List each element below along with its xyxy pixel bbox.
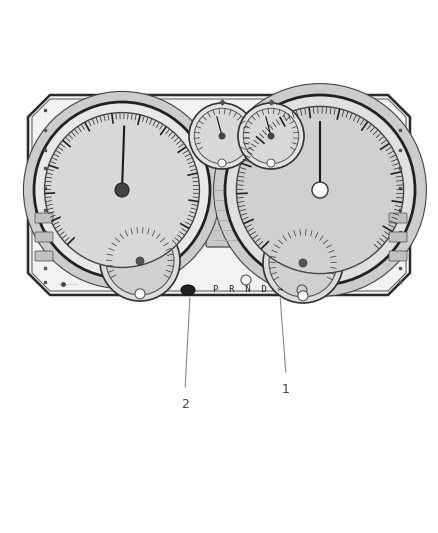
Ellipse shape [243,108,299,164]
Ellipse shape [34,102,210,278]
Ellipse shape [269,229,337,297]
Ellipse shape [214,84,427,296]
Circle shape [298,291,308,301]
FancyBboxPatch shape [389,232,407,242]
Text: P  R  N  D  ↣: P R N D ↣ [213,286,283,295]
Ellipse shape [237,107,403,273]
Ellipse shape [24,92,221,288]
Ellipse shape [238,103,304,169]
Circle shape [219,133,226,140]
Text: 1: 1 [282,383,290,396]
Ellipse shape [263,223,343,303]
Circle shape [115,183,129,197]
Circle shape [136,257,144,265]
Polygon shape [28,95,410,295]
FancyBboxPatch shape [206,183,280,247]
Ellipse shape [181,285,195,295]
Circle shape [312,182,328,198]
FancyBboxPatch shape [35,251,53,261]
Ellipse shape [194,108,250,164]
FancyBboxPatch shape [35,232,53,242]
Circle shape [267,159,275,167]
FancyBboxPatch shape [389,213,407,223]
Ellipse shape [225,95,415,285]
Ellipse shape [100,221,180,301]
Ellipse shape [189,103,255,169]
FancyBboxPatch shape [35,213,53,223]
Text: —————: ————— [58,282,79,286]
Circle shape [218,159,226,167]
Circle shape [268,133,275,140]
Ellipse shape [45,112,199,268]
Text: 2: 2 [181,398,189,411]
Ellipse shape [106,227,174,295]
Circle shape [299,259,307,267]
FancyBboxPatch shape [389,251,407,261]
Circle shape [135,289,145,299]
